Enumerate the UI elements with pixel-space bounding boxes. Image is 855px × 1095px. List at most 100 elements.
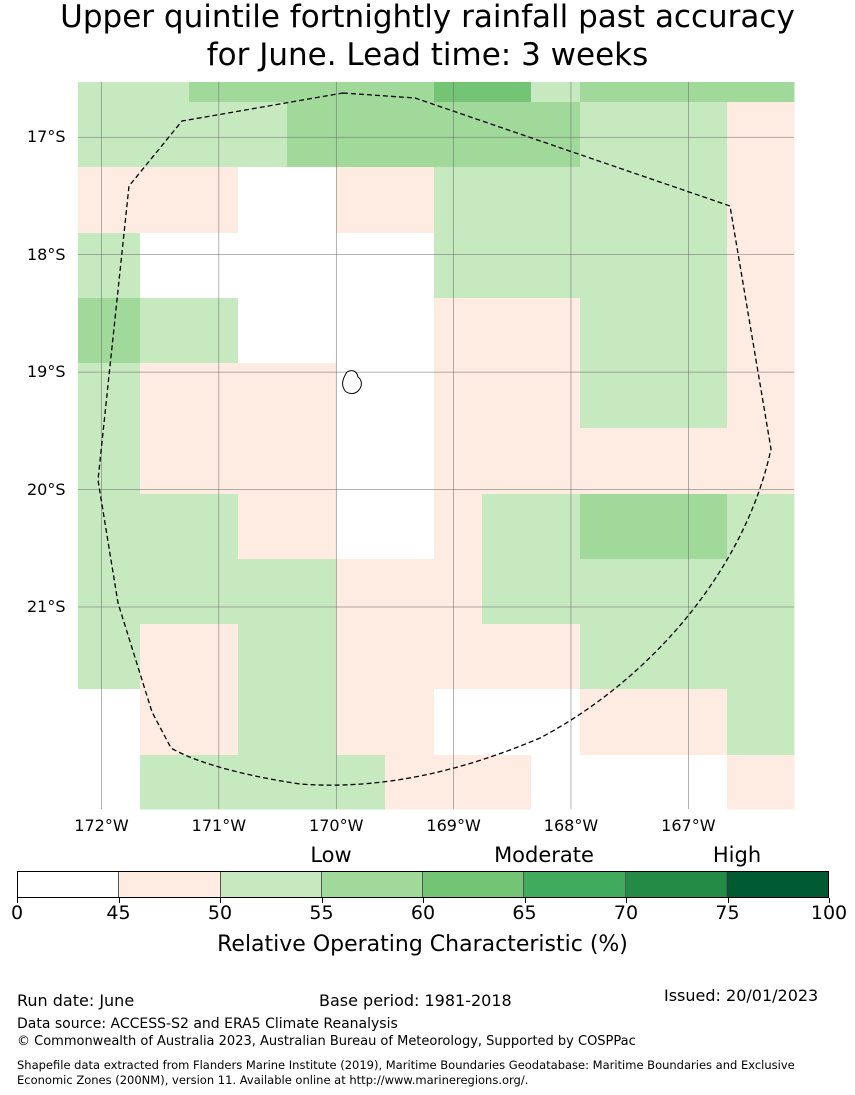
- grid-cell: [78, 167, 141, 234]
- grid-cell: [287, 559, 337, 625]
- grid-cell: [238, 624, 288, 690]
- grid-cell: [434, 102, 483, 168]
- colorbar-tick-label: 55: [309, 902, 333, 924]
- grid-cell: [336, 624, 386, 690]
- grid-cell: [336, 428, 386, 495]
- grid-cell: [531, 363, 581, 429]
- x-tick-label: 168°W: [544, 816, 598, 835]
- grid-cell: [287, 363, 337, 429]
- grid-cell: [531, 167, 581, 234]
- colorbar-tick-label: 75: [715, 902, 739, 924]
- grid-cell: [629, 233, 728, 299]
- grid-cell: [727, 363, 795, 429]
- grid-cell: [434, 167, 483, 234]
- colorbar-label: Relative Operating Characteristic (%): [0, 932, 845, 957]
- y-tick-label: 18°S: [27, 245, 66, 264]
- grid-cell: [482, 494, 532, 560]
- grid-cell: [78, 494, 141, 560]
- colorbar-segment: [727, 872, 828, 897]
- grid-cell: [385, 82, 435, 103]
- grid-cell: [434, 624, 483, 690]
- grid-cell: [287, 167, 337, 234]
- grid-cell: [189, 298, 239, 364]
- grid-cell: [238, 82, 288, 103]
- grid-cell: [140, 298, 190, 364]
- grid-cell: [336, 82, 386, 103]
- grid-cell: [336, 233, 386, 299]
- grid-cell: [287, 624, 337, 690]
- colorbar-segment: [18, 872, 119, 897]
- grid-cell: [531, 559, 581, 625]
- issued-date: Issued: 20/01/2023: [664, 986, 818, 1005]
- grid-cell: [287, 102, 337, 168]
- grid-cell: [336, 363, 386, 429]
- grid-cell: [385, 233, 435, 299]
- grid-cell: [287, 689, 337, 756]
- grid-cell: [385, 167, 435, 234]
- grid-cell: [580, 755, 630, 810]
- grid-cell: [727, 102, 795, 168]
- grid-cell: [629, 689, 728, 756]
- grid-cell: [629, 363, 728, 429]
- grid-cell: [482, 363, 532, 429]
- grid-cell: [78, 102, 141, 168]
- grid-cell: [385, 494, 435, 560]
- grid-cell: [238, 363, 288, 429]
- grid-cell: [238, 233, 288, 299]
- grid-cell: [238, 689, 288, 756]
- grid-cell: [140, 428, 190, 495]
- grid-cell: [78, 755, 141, 810]
- grid-cell: [629, 428, 728, 495]
- grid-cell: [385, 363, 435, 429]
- grid-cell: [140, 233, 190, 299]
- grid-cell: [78, 428, 141, 495]
- grid-cell: [189, 167, 239, 234]
- run-date: Run date: June: [17, 991, 134, 1010]
- grid-cell: [287, 82, 337, 103]
- grid-cell: [580, 298, 630, 364]
- y-tick-label: 19°S: [27, 362, 66, 381]
- grid-cell: [434, 755, 483, 810]
- grid-cell: [140, 82, 190, 103]
- grid-cell: [482, 755, 532, 810]
- grid-cell: [580, 233, 630, 299]
- grid-cell: [727, 689, 795, 756]
- grid-cell: [531, 624, 581, 690]
- grid-cell: [434, 689, 483, 756]
- colorbar-tick-label: 50: [208, 902, 232, 924]
- grid-cell: [140, 494, 190, 560]
- grid-cell: [580, 559, 630, 625]
- colorbar-segment: [322, 872, 423, 897]
- grid-cells: [78, 82, 795, 810]
- grid-cell: [434, 233, 483, 299]
- data-source: Data source: ACCESS-S2 and ERA5 Climate …: [17, 1016, 398, 1032]
- colorbar-segment: [119, 872, 220, 897]
- colorbar-segment: [423, 872, 524, 897]
- colorbar-tick-label: 65: [512, 902, 536, 924]
- y-tick-label: 20°S: [27, 480, 66, 499]
- grid-cell: [140, 363, 190, 429]
- category-moderate: Moderate: [494, 843, 594, 867]
- grid-cell: [434, 494, 483, 560]
- colorbar: [17, 871, 829, 898]
- grid-cell: [727, 624, 795, 690]
- grid-cell: [482, 233, 532, 299]
- grid-cell: [287, 428, 337, 495]
- grid-cell: [78, 233, 141, 299]
- x-tick-label: 172°W: [74, 816, 128, 835]
- grid-cell: [482, 298, 532, 364]
- grid-cell: [434, 82, 483, 103]
- grid-cell: [189, 233, 239, 299]
- grid-cell: [434, 559, 483, 625]
- grid-cell: [531, 102, 581, 168]
- grid-cell: [531, 233, 581, 299]
- grid-cell: [580, 82, 630, 103]
- grid-cell: [482, 624, 532, 690]
- grid-cell: [531, 689, 581, 756]
- grid-cell: [78, 689, 141, 756]
- colorbar-segment: [626, 872, 727, 897]
- grid-cell: [238, 755, 288, 810]
- grid-cell: [336, 167, 386, 234]
- grid-cell: [580, 689, 630, 756]
- colorbar-tick-label: 0: [11, 902, 23, 924]
